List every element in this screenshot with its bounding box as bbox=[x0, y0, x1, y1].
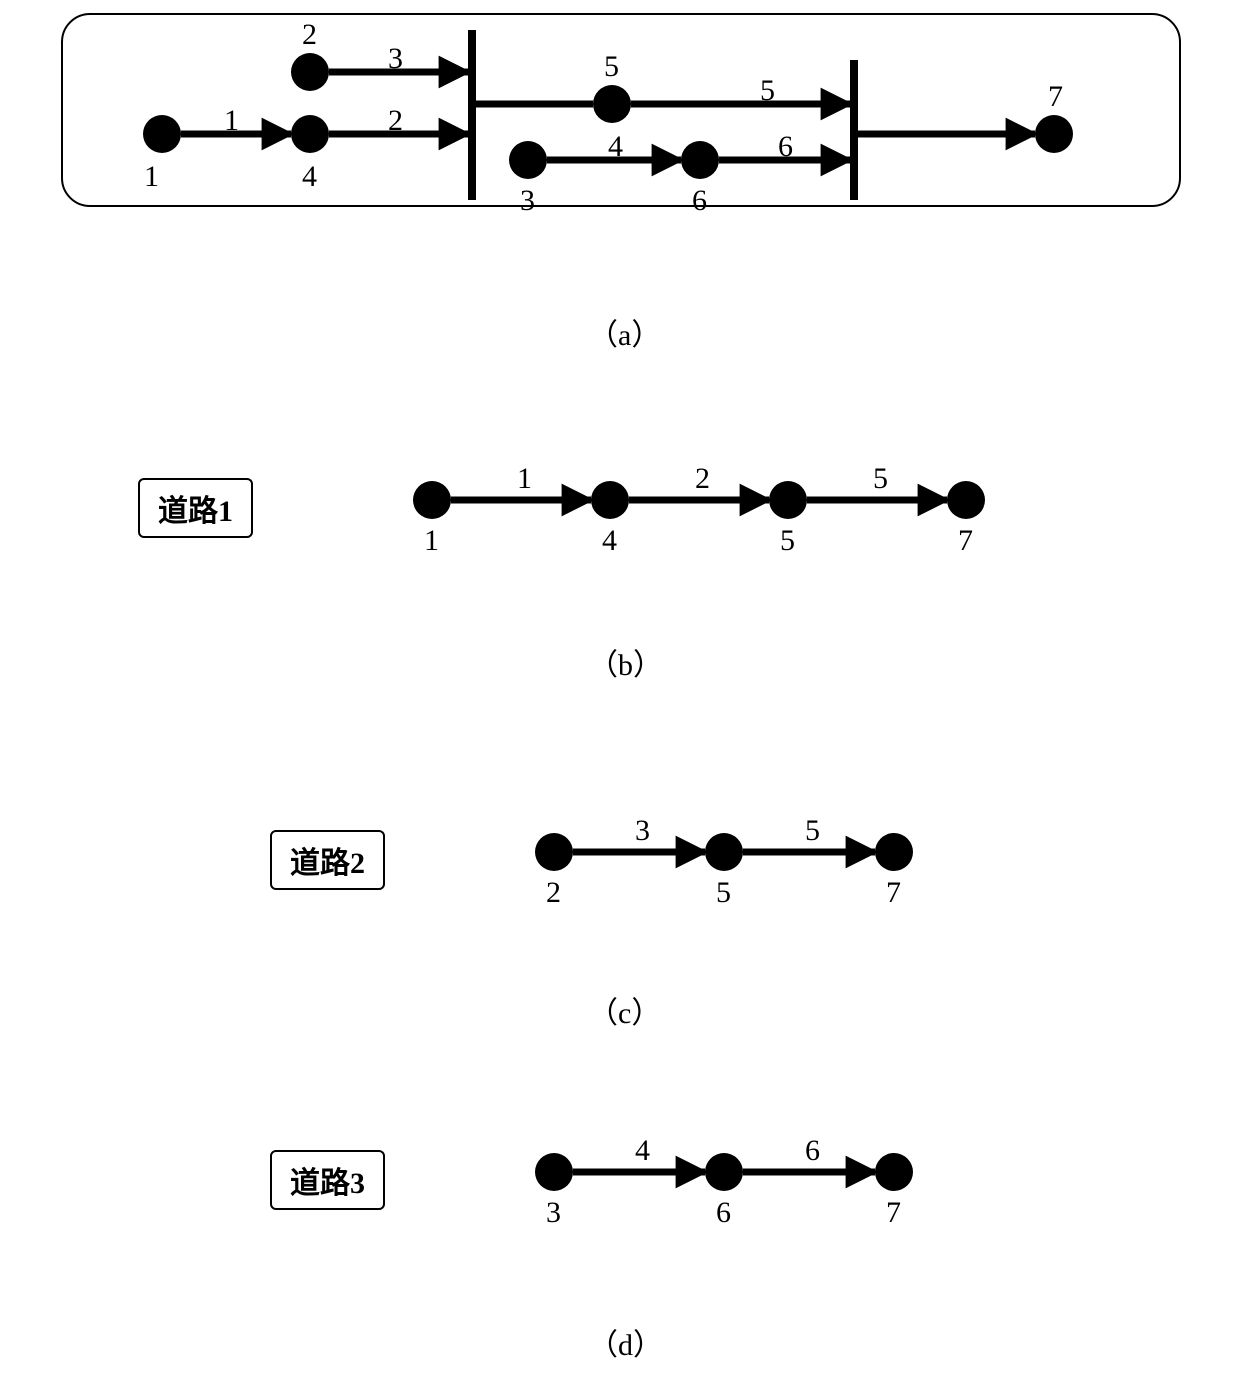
node-label-5: 5 bbox=[780, 524, 795, 558]
road-box: 道路2 bbox=[270, 830, 385, 890]
edge-label-4: 4 bbox=[635, 1134, 650, 1168]
sublabel-b: （b） bbox=[588, 640, 663, 684]
sublabel-a: （a） bbox=[588, 310, 661, 354]
edge-label-3: 3 bbox=[635, 814, 650, 848]
diagram-svg bbox=[0, 0, 1240, 1399]
diagram-canvas: 12354614235671251457道路135257道路246367道路3（… bbox=[0, 0, 1240, 1399]
edge-label-2: 2 bbox=[695, 462, 710, 496]
edge-label-2: 2 bbox=[388, 104, 403, 138]
edge-label-3: 3 bbox=[388, 42, 403, 76]
edge-label-4: 4 bbox=[608, 130, 623, 164]
node-label-3: 3 bbox=[520, 184, 535, 218]
edge-label-5: 5 bbox=[873, 462, 888, 496]
node-label-7: 7 bbox=[886, 876, 901, 910]
node-label-7: 7 bbox=[886, 1196, 901, 1230]
node-label-3: 3 bbox=[546, 1196, 561, 1230]
node-label-5: 5 bbox=[604, 50, 619, 84]
node-label-2: 2 bbox=[302, 18, 317, 52]
node-label-7: 7 bbox=[958, 524, 973, 558]
node-label-6: 6 bbox=[692, 184, 707, 218]
edge-label-6: 6 bbox=[778, 130, 793, 164]
road-box: 道路1 bbox=[138, 478, 253, 538]
node-label-6: 6 bbox=[716, 1196, 731, 1230]
node-label-2: 2 bbox=[546, 876, 561, 910]
edge-label-1: 1 bbox=[224, 104, 239, 138]
node-label-1: 1 bbox=[424, 524, 439, 558]
edge-label-1: 1 bbox=[517, 462, 532, 496]
sublabel-c: （c） bbox=[588, 988, 661, 1032]
node-label-1: 1 bbox=[144, 160, 159, 194]
sublabel-d: （d） bbox=[588, 1320, 663, 1364]
edge-label-6: 6 bbox=[805, 1134, 820, 1168]
node-label-4: 4 bbox=[302, 160, 317, 194]
edge-label-5: 5 bbox=[760, 74, 775, 108]
node-label-7: 7 bbox=[1048, 80, 1063, 114]
node-label-4: 4 bbox=[602, 524, 617, 558]
node-label-5: 5 bbox=[716, 876, 731, 910]
road-box: 道路3 bbox=[270, 1150, 385, 1210]
edge-label-5: 5 bbox=[805, 814, 820, 848]
